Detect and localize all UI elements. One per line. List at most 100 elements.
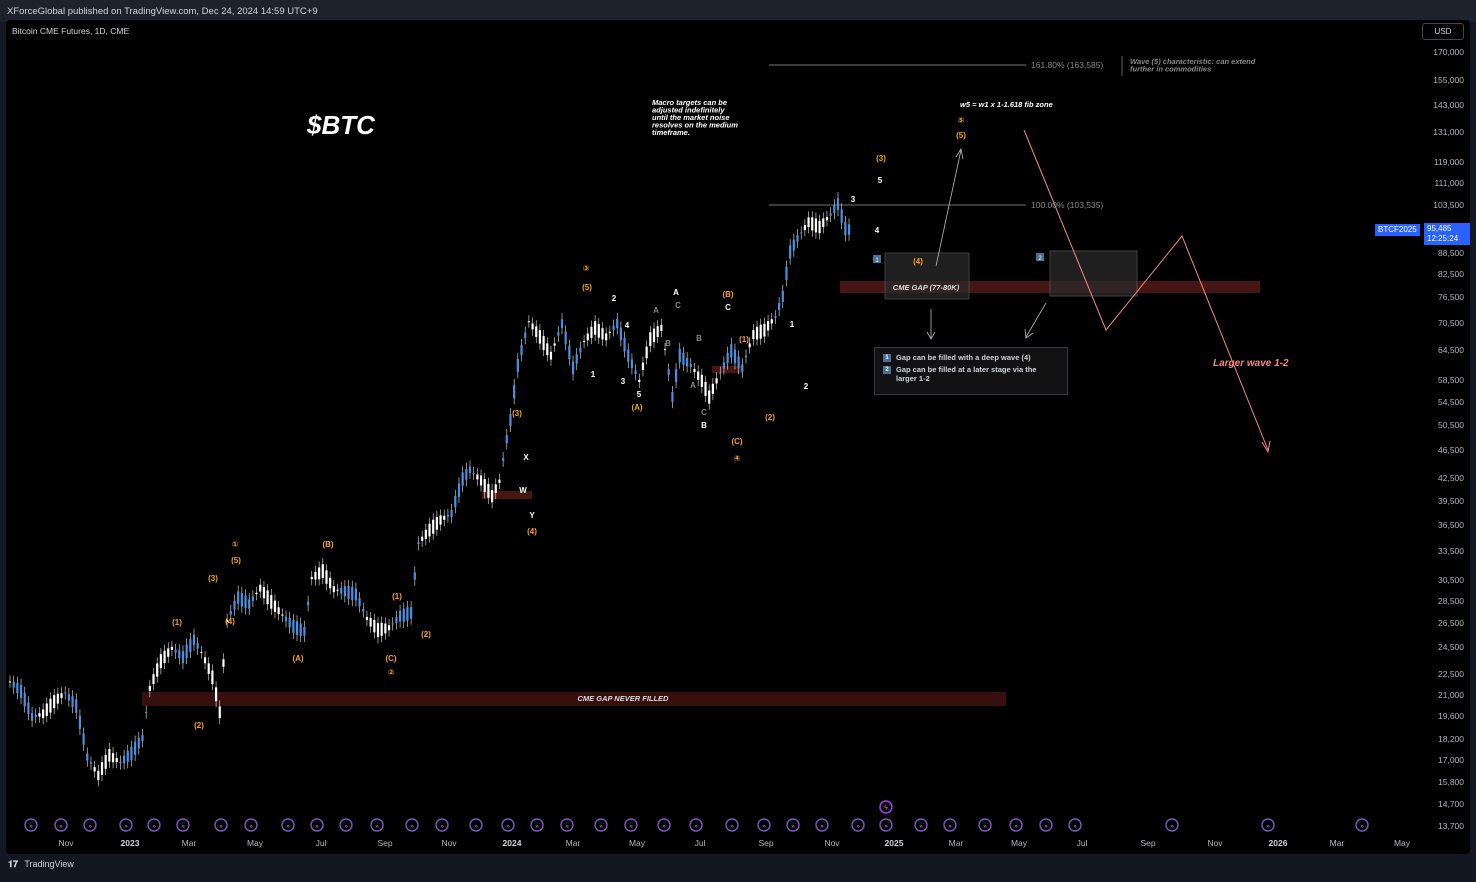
candle-body xyxy=(490,490,494,503)
candle-body xyxy=(56,693,59,704)
candle-body xyxy=(178,650,181,659)
candle-body xyxy=(134,741,137,755)
event-icon xyxy=(624,818,638,832)
y-tick-label: 42,500 xyxy=(1438,473,1464,484)
candle-body xyxy=(527,321,530,323)
footer: 𝟏𝟕 TradingView xyxy=(0,854,1476,882)
candle-body xyxy=(737,356,740,368)
y-tick-label: 46,500 xyxy=(1438,445,1464,456)
wave-label: 5 xyxy=(878,176,883,185)
event-icon xyxy=(435,818,449,832)
w5-fib-note: w5 = w1 x 1-1.618 fib zone xyxy=(960,100,1053,109)
candle-body xyxy=(479,475,483,486)
candle-body xyxy=(23,692,26,707)
event-icon-glyph: » xyxy=(344,824,348,830)
wave-label: X xyxy=(523,453,529,462)
event-icon xyxy=(757,818,771,832)
wave5-note-line: further in commodities xyxy=(1130,65,1211,74)
legend-item-1: 1 Gap can be filled with a deep wave (4) xyxy=(883,353,1059,362)
candle-body xyxy=(847,224,851,235)
candle-body xyxy=(137,737,140,749)
candle-body xyxy=(288,617,291,628)
wave-label: 2 xyxy=(804,382,809,391)
candle-body xyxy=(174,649,177,653)
event-icon xyxy=(786,818,800,832)
wave-label: C xyxy=(675,301,681,310)
candle-body xyxy=(170,646,174,650)
candle-body xyxy=(354,588,358,601)
event-icon-glyph: » xyxy=(249,824,253,830)
currency-button[interactable]: USD xyxy=(1422,23,1464,40)
candle-body xyxy=(619,327,622,341)
candle-body xyxy=(645,346,648,359)
event-icon-glyph: » xyxy=(662,824,666,830)
wave5-note-line: Wave (5) characteristic: can extend xyxy=(1130,57,1256,66)
candle-body xyxy=(266,590,269,605)
x-tick-label: Mar xyxy=(565,838,581,848)
candle-body xyxy=(351,586,354,601)
candle-body xyxy=(391,623,394,625)
candle-body xyxy=(130,746,133,761)
event-icon xyxy=(310,818,324,832)
x-tick-label: Mar xyxy=(948,838,964,848)
event-icon xyxy=(1165,818,1179,832)
candle-body xyxy=(748,343,751,348)
y-tick-label: 30,500 xyxy=(1438,575,1464,586)
event-icon-glyph: » xyxy=(286,824,290,830)
candle-body xyxy=(726,352,729,364)
candle-body xyxy=(277,607,280,614)
wave-label: (2) xyxy=(765,413,775,422)
candle-body xyxy=(45,703,48,716)
candle-body xyxy=(325,570,328,584)
gap1-arrowhead xyxy=(926,331,936,340)
badge-2: 2 xyxy=(883,366,891,374)
candle-body xyxy=(141,734,144,742)
projection-path xyxy=(1023,129,1269,451)
wave-label: (B) xyxy=(322,540,333,549)
event-icon xyxy=(879,818,893,832)
candle-body xyxy=(421,536,424,541)
event-icon xyxy=(24,818,38,832)
event-icon-glyph: » xyxy=(1044,824,1048,830)
candle-body xyxy=(100,762,104,776)
wave-label: (A) xyxy=(292,654,303,663)
wave-label: C xyxy=(701,408,707,417)
candle-body xyxy=(814,218,818,233)
wave-label: 1 xyxy=(591,370,596,379)
fib-100-label: 100.00% (103,535) xyxy=(1031,200,1103,210)
event-icon-glyph: » xyxy=(535,824,539,830)
candle-body xyxy=(549,351,553,360)
event-icon-glyph: » xyxy=(820,824,824,830)
candle-body xyxy=(126,750,129,763)
y-tick-label: 64,500 xyxy=(1438,344,1464,355)
x-tick-label: Jul xyxy=(315,838,327,848)
candle-body xyxy=(373,620,376,633)
event-icon xyxy=(815,818,829,832)
y-tick-label: 88,500 xyxy=(1438,247,1464,258)
event-icon xyxy=(1039,818,1053,832)
candle-body xyxy=(487,483,490,498)
publish-bar: XForceGlobal published on TradingView.co… xyxy=(0,0,1476,22)
badge-2-number: 2 xyxy=(1038,256,1042,262)
candle-body xyxy=(270,595,273,609)
legend-text-1: Gap can be filled with a deep wave (4) xyxy=(896,353,1031,362)
y-axis[interactable]: 170,000 155,000 143,000 131,000 119,000 111,0… xyxy=(1420,20,1470,854)
candle-body xyxy=(398,610,402,622)
y-tick-label: 50,500 xyxy=(1438,420,1464,431)
candle-body xyxy=(167,648,170,657)
symbol-label: Bitcoin CME Futures, 1D, CME xyxy=(12,26,130,36)
chart-area[interactable]: Bitcoin CME Futures, 1D, CME USD (2) (1)(… xyxy=(6,20,1470,854)
candle-body xyxy=(86,753,89,761)
event-icon xyxy=(1355,818,1369,832)
candle-body xyxy=(553,343,556,346)
x-tick-label: Jul xyxy=(1076,838,1088,848)
event-icon xyxy=(1009,818,1023,832)
candle-body xyxy=(185,644,188,659)
wave-label: B xyxy=(665,339,671,348)
bar-countdown: 12:25:24 xyxy=(1427,234,1459,243)
current-price-tag: 95,485 12:25:24 xyxy=(1424,223,1470,245)
x-tick-label: Sep xyxy=(377,838,393,848)
event-icon-glyph: » xyxy=(440,824,444,830)
macro-note-line: Macro targets can be xyxy=(652,98,727,107)
event-icon-glyph: » xyxy=(375,824,379,830)
